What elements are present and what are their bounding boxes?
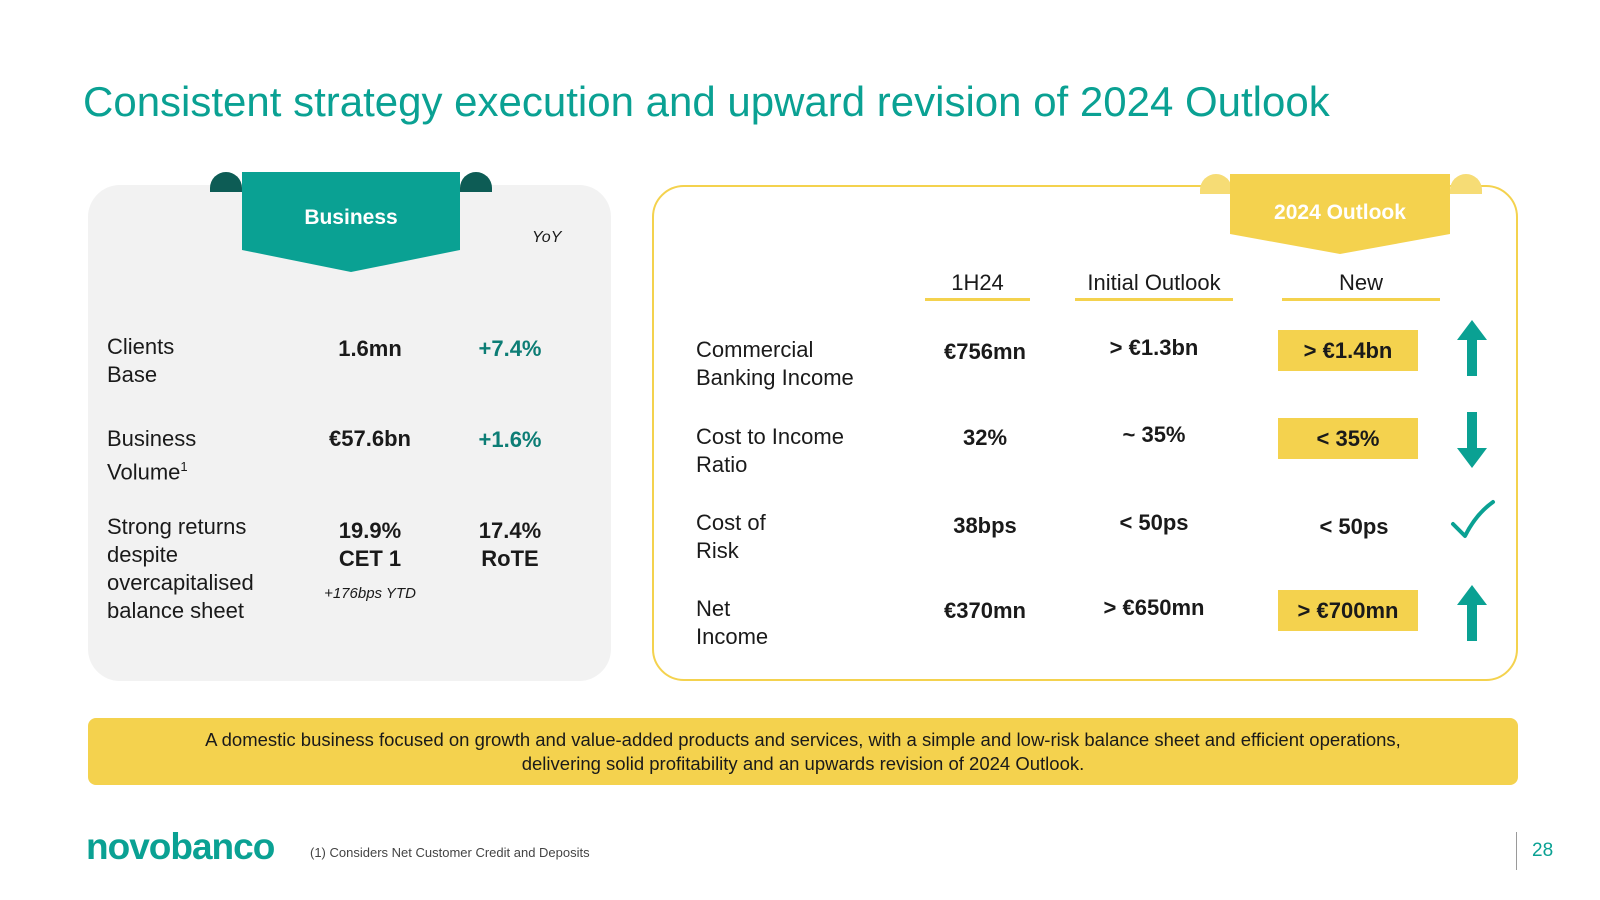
business-tab-label: Business (304, 206, 398, 229)
outlook-row-1h24: 38bps (953, 513, 1017, 538)
column-header-initial-outlook: Initial Outlook (1075, 268, 1233, 301)
business-row-yoy: +1.6% (478, 427, 542, 452)
business-row-value: €57.6bn (329, 426, 411, 451)
outlook-row-1h24: €756mn (944, 339, 1026, 364)
outlook-row-initial: ~ 35% (1122, 422, 1186, 447)
outlook-panel (652, 185, 1518, 681)
outlook-row-initial: > €1.3bn (1109, 335, 1199, 360)
outlook-row-new: < 50ps (1319, 514, 1389, 539)
outlook-row-label: Cost of Risk (696, 510, 766, 563)
footnote-marker: 1 (180, 459, 188, 474)
outlook-row-new: > €1.4bn (1278, 330, 1418, 371)
slide-title: Consistent strategy execution and upward… (83, 78, 1330, 125)
arrow-up-icon (1457, 320, 1487, 376)
business-row-yoy: 17.4% RoTE (478, 518, 542, 571)
outlook-row-1h24: €370mn (944, 598, 1026, 623)
outlook-tab-fold-right (1450, 174, 1482, 194)
page-number: 28 (1532, 840, 1554, 861)
outlook-row-initial: > €650mn (1103, 595, 1205, 620)
column-header-new: New (1282, 268, 1440, 301)
footer-divider (1516, 832, 1517, 870)
outlook-row-label: Net Income (696, 596, 769, 649)
outlook-row-1h24: 32% (962, 425, 1008, 450)
business-row-label: Clients Base (107, 334, 175, 387)
outlook-row-label: Cost to Income Ratio (696, 424, 844, 477)
yoy-label: YoY (532, 229, 562, 246)
novobanco-logo: novobanco (86, 826, 275, 867)
column-header-1h24: 1H24 (925, 268, 1030, 301)
outlook-tab-label: 2024 Outlook (1274, 201, 1406, 224)
summary-banner: A domestic business focused on growth an… (88, 718, 1518, 785)
business-tab-fold-left (210, 172, 242, 192)
outlook-row-initial: < 50ps (1119, 510, 1189, 535)
business-row-yoy: +7.4% (478, 336, 542, 361)
arrow-down-icon (1457, 412, 1487, 468)
business-row-label: Business Volume1 (107, 426, 197, 485)
arrow-up-icon (1457, 585, 1487, 641)
outlook-row-new: > €700mn (1278, 590, 1418, 631)
business-row-value: 19.9% CET 1 (338, 518, 402, 571)
checkmark-icon (1451, 500, 1495, 538)
outlook-row-label: Commercial Banking Income (696, 337, 854, 390)
footnote: (1) Considers Net Customer Credit and De… (310, 845, 590, 860)
outlook-tab-fold-left (1200, 174, 1232, 194)
business-row-subvalue: +176bps YTD (324, 585, 416, 602)
business-row-value: 1.6mn (338, 336, 402, 361)
outlook-row-new: < 35% (1278, 418, 1418, 459)
business-row-label: Strong returns despite overcapitalised b… (107, 514, 254, 623)
business-tab-fold-right (460, 172, 492, 192)
business-tab (242, 172, 460, 272)
